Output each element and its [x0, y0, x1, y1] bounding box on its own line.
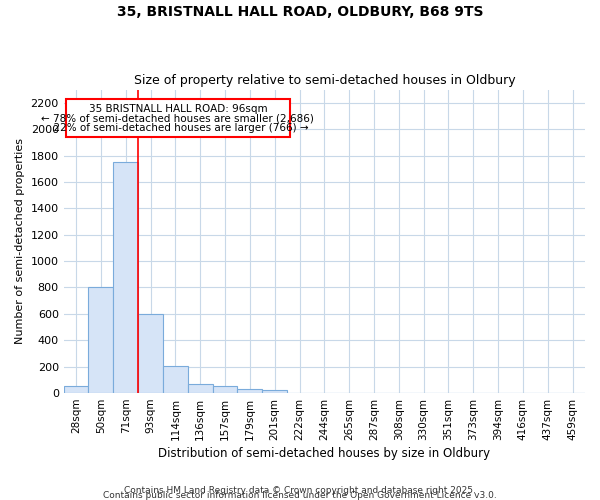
Bar	[163, 366, 188, 393]
Text: Contains public sector information licensed under the Open Government Licence v3: Contains public sector information licen…	[103, 491, 497, 500]
Text: 35 BRISTNALL HALL ROAD: 96sqm: 35 BRISTNALL HALL ROAD: 96sqm	[89, 104, 267, 114]
Text: Contains HM Land Registry data © Crown copyright and database right 2025.: Contains HM Land Registry data © Crown c…	[124, 486, 476, 495]
Bar	[88, 288, 113, 393]
Bar	[138, 314, 163, 393]
Bar	[188, 384, 212, 393]
Bar	[212, 386, 238, 393]
FancyBboxPatch shape	[66, 99, 290, 137]
Text: 35, BRISTNALL HALL ROAD, OLDBURY, B68 9TS: 35, BRISTNALL HALL ROAD, OLDBURY, B68 9T…	[117, 5, 483, 19]
Bar	[238, 389, 262, 393]
X-axis label: Distribution of semi-detached houses by size in Oldbury: Distribution of semi-detached houses by …	[158, 447, 490, 460]
Bar	[64, 386, 88, 393]
Bar	[262, 390, 287, 393]
Bar	[113, 162, 138, 393]
Text: 22% of semi-detached houses are larger (766) →: 22% of semi-detached houses are larger (…	[47, 122, 308, 132]
Text: ← 78% of semi-detached houses are smaller (2,686): ← 78% of semi-detached houses are smalle…	[41, 114, 314, 124]
Title: Size of property relative to semi-detached houses in Oldbury: Size of property relative to semi-detach…	[134, 74, 515, 87]
Y-axis label: Number of semi-detached properties: Number of semi-detached properties	[15, 138, 25, 344]
